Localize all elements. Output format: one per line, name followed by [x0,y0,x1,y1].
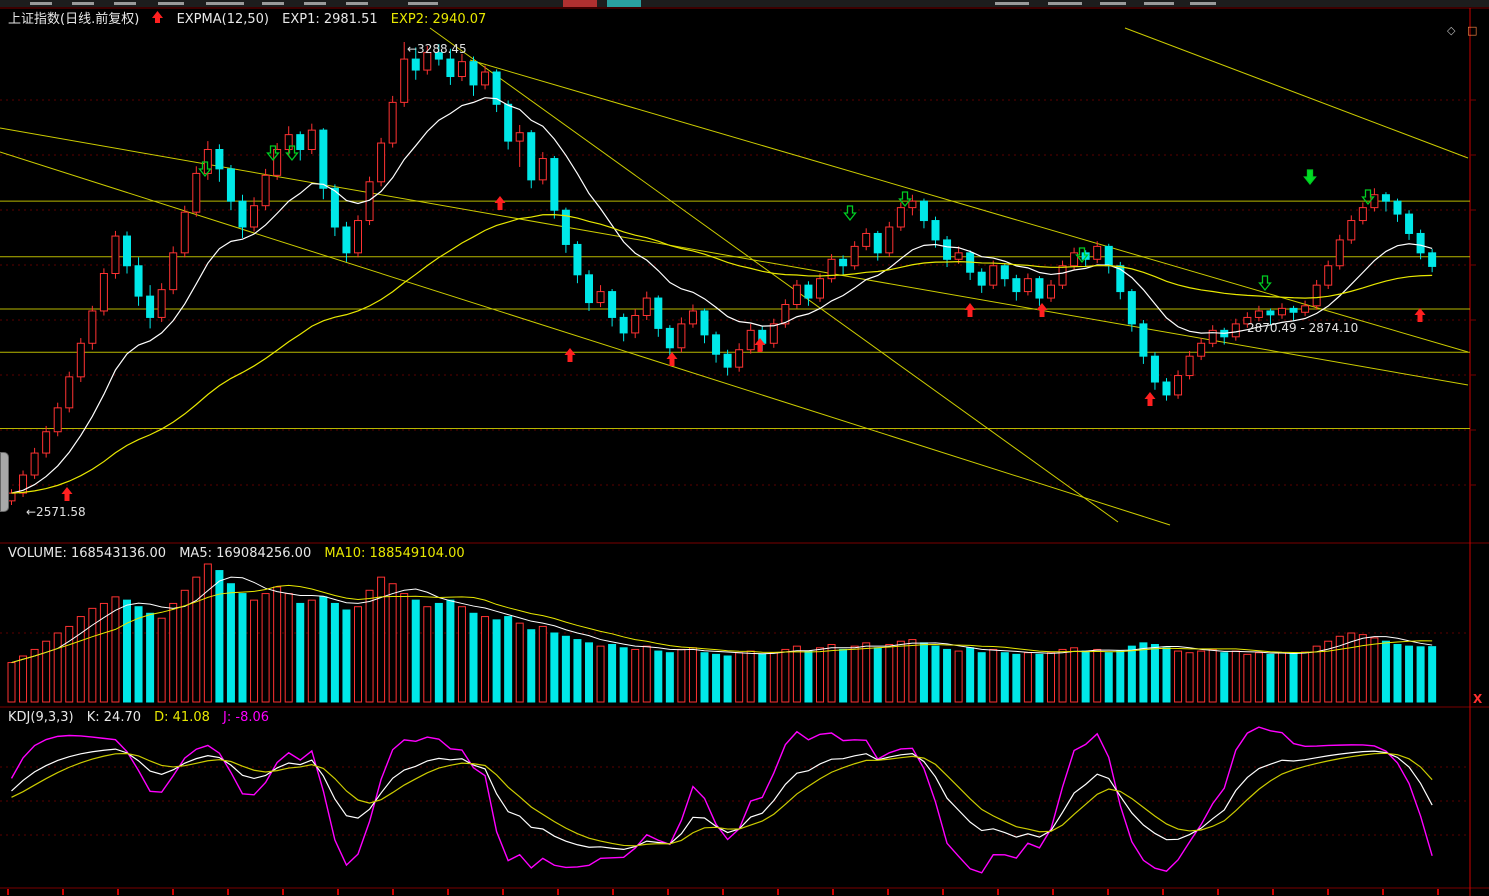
menu-fragment [262,2,284,5]
menu-fragment [72,2,94,5]
instrument-title: 上证指数(日线.前复权) [8,12,140,27]
menu-fragment [206,2,244,5]
menu-fragment [30,2,52,5]
volume-label: VOLUME: 168543136.00 [8,546,167,561]
menu-fragment [304,2,326,5]
diamond-icon[interactable]: ◇ [1447,24,1460,37]
exp1-value: EXP1: 2981.51 [282,12,378,27]
chart-annotation: 2870.49 - 2874.10 [1247,321,1359,335]
menu-fragment [1048,2,1082,5]
corner-icons: ◇ □ [1447,24,1481,37]
menu-fragment [1100,2,1126,5]
sidebar-grip-handle[interactable] [0,452,9,512]
kdj-d-value: D: 41.08 [154,710,210,725]
kdj-label: KDJ(9,3,3) [8,710,74,725]
kdj-panel-title-row: KDJ(9,3,3) K: 24.70 D: 41.08 J: -8.06 [8,710,278,725]
kdj-j-value: J: -8.06 [223,710,270,725]
chart-annotation: ←3288.45 [407,42,467,56]
kdj-k-value: K: 24.70 [86,710,141,725]
volume-ma5-value: MA5: 169084256.00 [179,546,312,561]
menubar-sell-button[interactable] [607,0,641,7]
volume-panel-title-row: VOLUME: 168543136.00 MA5: 169084256.00 M… [8,546,474,561]
main-panel-title-row: 上证指数(日线.前复权) EXPMA(12,50) EXP1: 2981.51 … [8,11,495,27]
expma-up-arrow-icon [152,11,164,27]
chart-annotation: ←2571.58 [26,505,86,519]
indicator-label: EXPMA(12,50) [176,12,269,27]
menu-fragment [408,2,438,5]
menu-fragment [995,2,1029,5]
exp2-value: EXP2: 2940.07 [390,12,487,27]
menu-fragment [158,2,184,5]
menu-fragment [346,2,368,5]
panel-close-icon[interactable]: X [1473,692,1483,706]
window-restore-icon[interactable]: □ [1466,24,1482,37]
menu-fragment [1190,2,1216,5]
menubar-buy-button[interactable] [563,0,597,7]
menu-fragment [1144,2,1174,5]
menubar[interactable] [0,0,1489,7]
volume-ma10-value: MA10: 188549104.00 [324,546,465,561]
menu-fragment [114,2,136,5]
